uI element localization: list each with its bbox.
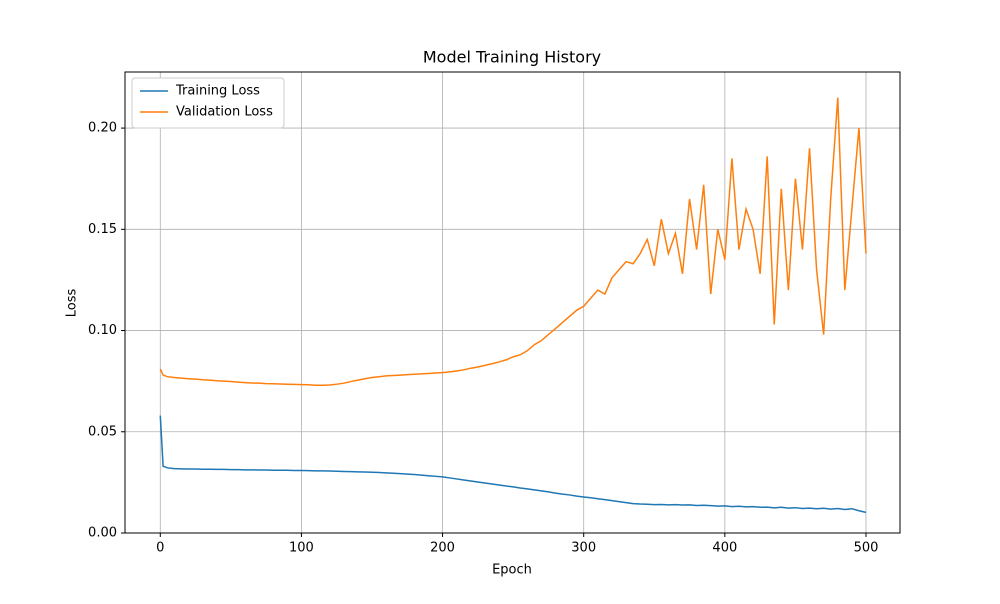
y-tick-label: 0.05 bbox=[88, 424, 117, 439]
y-axis-label: Loss bbox=[65, 289, 80, 318]
y-tick-label: 0.15 bbox=[88, 222, 117, 237]
x-tick-label: 100 bbox=[289, 541, 314, 556]
axes-frame bbox=[124, 71, 901, 534]
y-tick-label: 0.10 bbox=[88, 323, 117, 338]
x-tick-label: 0 bbox=[156, 541, 164, 556]
x-tick-label: 400 bbox=[712, 541, 737, 556]
x-tick-label: 200 bbox=[430, 541, 455, 556]
x-tick-label: 300 bbox=[571, 541, 596, 556]
y-tick-label: 0.20 bbox=[88, 121, 117, 136]
legend-label: Validation Loss bbox=[176, 105, 273, 120]
series-line bbox=[159, 415, 867, 514]
legend-box bbox=[131, 77, 285, 129]
x-tick-label: 500 bbox=[854, 541, 879, 556]
y-tick-label: 0.00 bbox=[88, 526, 117, 541]
legend-label: Training Loss bbox=[175, 84, 260, 99]
legend: Training Loss Validation Loss bbox=[131, 77, 285, 129]
x-axis-label: Epoch bbox=[492, 563, 532, 578]
chart-title: Model Training History bbox=[423, 48, 601, 67]
series-line bbox=[159, 97, 867, 386]
